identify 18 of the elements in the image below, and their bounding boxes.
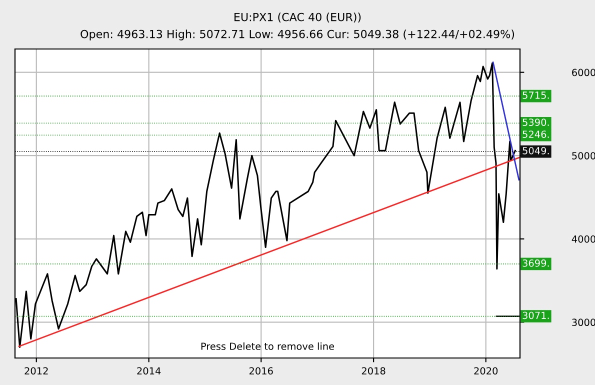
y-tick-label: 6000	[572, 68, 595, 76]
ref-line-label: 5049.	[522, 146, 549, 154]
x-tick-label: 2018	[362, 367, 386, 375]
x-tick-label: 2016	[249, 367, 273, 375]
ref-line-label: 3699.	[522, 259, 549, 267]
x-tick-label: 2012	[24, 367, 48, 375]
ref-line-label: 5246.	[522, 130, 549, 138]
chart-title: EU:PX1 (CAC 40 (EUR))	[234, 12, 361, 23]
x-tick-label: 2014	[137, 367, 161, 375]
chart-subtitle: Open: 4963.13 High: 5072.71 Low: 4956.66 Cur: 5049.38 (+122.44/+02.49%)	[80, 30, 514, 40]
ref-line-label: 5390.	[522, 118, 549, 126]
annotation: Press Delete to remove line	[201, 342, 334, 350]
x-tick-label: 2020	[474, 367, 498, 375]
y-tick-label: 3000	[572, 318, 595, 326]
ref-line-label: 5715.	[522, 92, 549, 99]
y-tick-label: 4000	[572, 235, 595, 243]
ref-line-label: 3071.	[522, 312, 549, 320]
y-tick-label: 5000	[572, 152, 595, 160]
